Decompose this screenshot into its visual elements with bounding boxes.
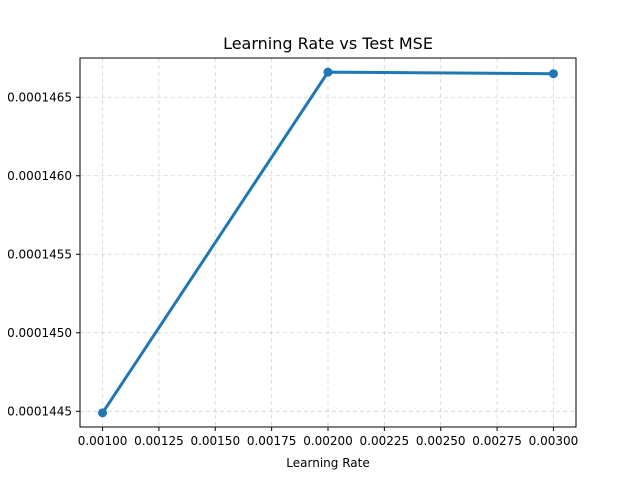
- series-group: [98, 67, 558, 418]
- data-point: [98, 408, 108, 418]
- plot-frame: [79, 57, 577, 428]
- x-tick-label: 0.00225: [360, 434, 410, 448]
- y-tick-label: 0.0001465: [7, 90, 72, 104]
- data-point: [323, 67, 333, 77]
- y-tick-label: 0.0001450: [7, 326, 72, 340]
- x-tick-label: 0.00125: [134, 434, 184, 448]
- x-axis-ticks: 0.00100 0.00125 0.00150 0.00175 0.00200 0.002…: [78, 427, 579, 448]
- x-tick-label: 0.00200: [303, 434, 353, 448]
- y-axis-ticks: 0.0001445 0.0001450 0.0001455 0.0001460 0.00…: [7, 90, 80, 418]
- x-tick-label: 0.00150: [190, 434, 240, 448]
- data-point: [548, 69, 558, 79]
- x-tick-label: 0.00175: [247, 434, 297, 448]
- y-tick-label: 0.0001455: [7, 247, 72, 261]
- chart-title: Learning Rate vs Test MSE: [223, 34, 433, 53]
- x-tick-label: 0.00300: [529, 434, 579, 448]
- x-tick-label: 0.00100: [78, 434, 128, 448]
- x-tick-label: 0.00250: [416, 434, 466, 448]
- grid: [80, 58, 576, 427]
- y-tick-label: 0.0001460: [7, 169, 72, 183]
- y-tick-label: 0.0001445: [7, 404, 72, 418]
- x-tick-label: 0.00275: [472, 434, 522, 448]
- x-axis-label: Learning Rate: [286, 456, 369, 470]
